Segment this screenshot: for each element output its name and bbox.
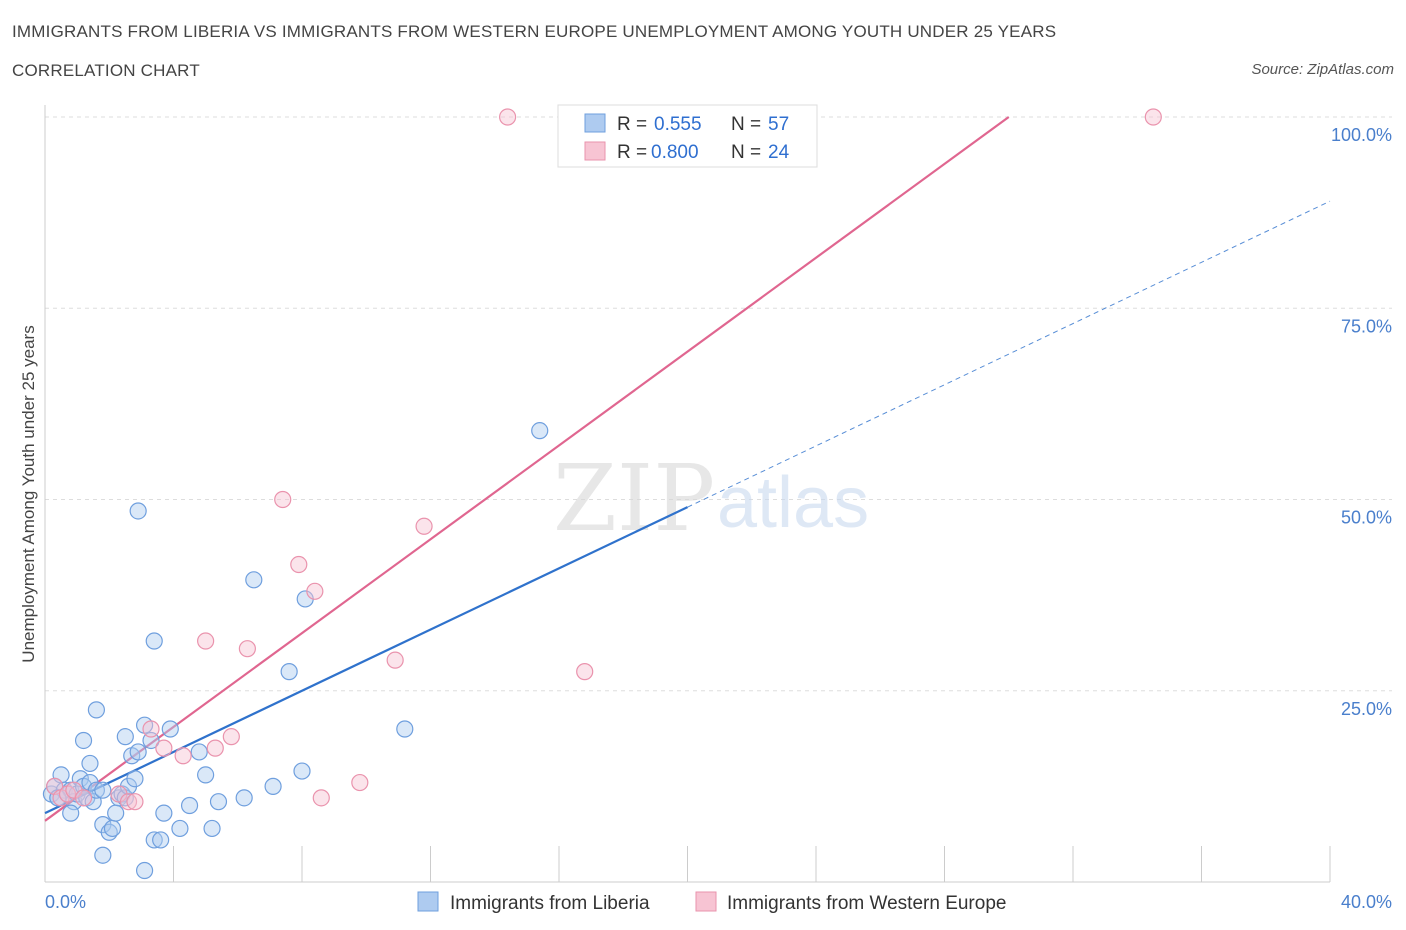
point-western-europe	[306, 582, 324, 600]
point-liberia	[87, 781, 106, 799]
point-liberia	[396, 720, 414, 738]
trend-line-liberia-extension	[687, 200, 1331, 508]
legend-n-label-western-europe: N =	[731, 142, 761, 163]
point-western-europe	[1144, 108, 1162, 126]
point-liberia	[161, 720, 179, 738]
legend-n-label-liberia: N =	[731, 114, 761, 135]
point-liberia	[145, 831, 163, 849]
point-western-europe	[142, 720, 160, 738]
legend-r-value-western-europe: 0.800	[651, 142, 699, 163]
tick-labels: 25.0% 50.0% 75.0% 100.0% 0.0% 40.0%	[45, 125, 1392, 912]
gridlines	[45, 116, 1392, 692]
point-liberia	[203, 819, 221, 838]
point-liberia	[171, 819, 189, 838]
legend-r-label-liberia: R =	[617, 114, 647, 135]
point-western-europe	[222, 728, 240, 746]
legend-r-label-western-europe: R =	[617, 142, 647, 163]
point-liberia	[107, 804, 125, 822]
point-liberia	[264, 777, 282, 795]
x-tick-label-min: 0.0%	[45, 892, 86, 912]
series-liberia-points	[42, 422, 549, 880]
point-liberia	[129, 743, 147, 761]
point-liberia	[190, 743, 208, 761]
legend-swatch-western-europe	[584, 141, 606, 161]
point-western-europe	[74, 789, 93, 807]
point-liberia	[87, 701, 106, 719]
point-western-europe	[155, 739, 173, 757]
series-legend: Immigrants from Liberia Immigrants from …	[417, 891, 1006, 914]
point-liberia	[129, 502, 147, 520]
point-liberia	[103, 819, 122, 838]
bottom-legend-label-liberia: Immigrants from Liberia	[450, 893, 650, 914]
axes	[44, 105, 1331, 883]
y-tick-label: 100.0%	[1331, 125, 1392, 145]
point-liberia	[94, 781, 112, 799]
point-western-europe	[576, 663, 594, 681]
point-liberia	[145, 632, 163, 650]
point-western-europe	[415, 517, 433, 535]
point-liberia	[197, 766, 215, 784]
point-liberia	[152, 831, 170, 849]
source-credit: Source: ZipAtlas.com	[1251, 61, 1394, 78]
x-tick-label-max: 40.0%	[1341, 892, 1392, 912]
point-liberia	[116, 728, 134, 746]
y-tick-label: 75.0%	[1341, 316, 1392, 336]
bottom-legend-swatch-liberia	[417, 891, 439, 912]
point-western-europe	[312, 789, 330, 807]
point-western-europe	[206, 739, 224, 757]
point-liberia	[209, 793, 228, 811]
point-western-europe	[174, 747, 192, 765]
point-liberia	[81, 754, 99, 773]
point-western-europe	[126, 793, 144, 811]
y-axis-label: Unemployment Among Youth under 25 years	[19, 325, 38, 662]
watermark-zip: ZIP	[553, 445, 715, 552]
legend-r-value-liberia: 0.555	[654, 114, 702, 135]
chart-title: IMMIGRANTS FROM LIBERIA VS IMMIGRANTS FR…	[12, 22, 1057, 41]
point-liberia	[94, 846, 112, 864]
y-tick-label: 25.0%	[1341, 699, 1392, 719]
point-liberia	[531, 422, 549, 440]
stats-legend: R = 0.555 N = 57 R = 0.800 N = 24	[557, 104, 818, 168]
trend-line-liberia	[44, 506, 688, 815]
point-western-europe	[274, 490, 292, 509]
watermark-atlas: atlas	[717, 463, 869, 543]
chart-subtitle: CORRELATION CHART	[12, 61, 200, 80]
trend-line-western-europe	[44, 116, 1010, 822]
point-liberia	[74, 731, 93, 750]
point-liberia	[135, 861, 154, 880]
point-western-europe	[351, 773, 369, 792]
point-liberia	[293, 762, 311, 780]
point-liberia	[280, 663, 298, 681]
point-liberia	[245, 571, 263, 589]
point-western-europe	[499, 108, 517, 126]
legend-n-value-liberia: 57	[768, 114, 789, 135]
point-liberia	[180, 796, 199, 815]
point-western-europe	[119, 793, 138, 811]
point-western-europe	[386, 651, 404, 669]
bottom-legend-swatch-western-europe	[695, 891, 717, 912]
point-liberia	[155, 804, 173, 822]
point-western-europe	[290, 555, 308, 574]
legend-n-value-western-europe: 24	[768, 142, 790, 163]
legend-swatch-liberia	[584, 113, 606, 133]
point-liberia	[126, 770, 144, 788]
point-liberia	[62, 804, 80, 822]
trend-lines	[44, 116, 1331, 822]
y-tick-label: 50.0%	[1341, 508, 1392, 528]
point-western-europe	[238, 640, 256, 658]
bottom-legend-label-western-europe: Immigrants from Western Europe	[727, 893, 1006, 914]
point-liberia	[235, 789, 253, 807]
point-western-europe	[197, 632, 215, 650]
